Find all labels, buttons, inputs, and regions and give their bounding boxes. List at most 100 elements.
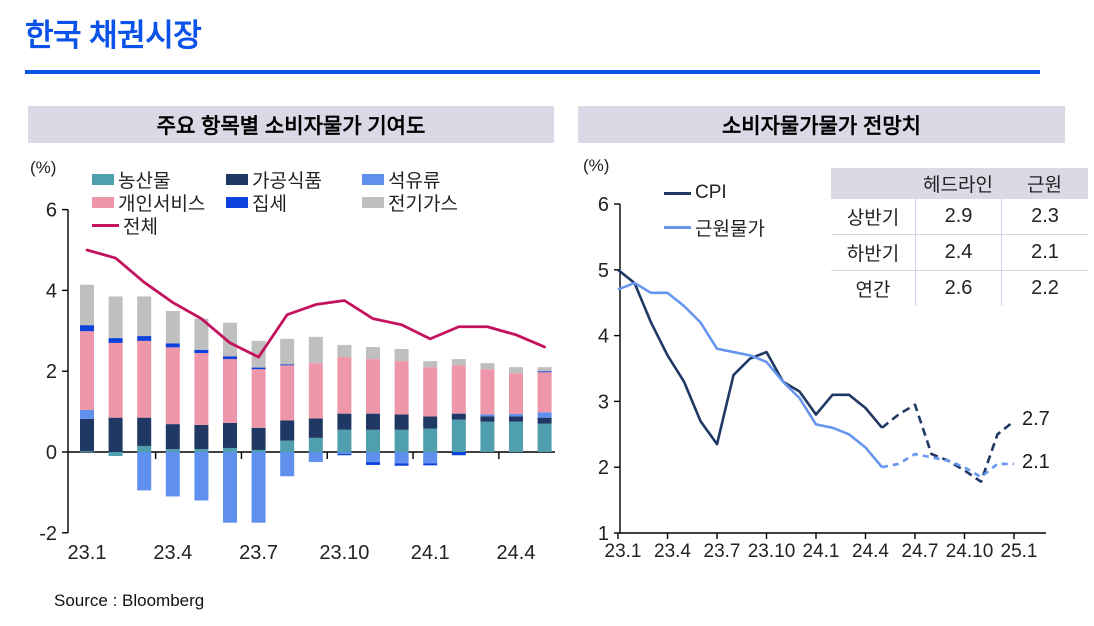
left-x-tick-label: 24.1 bbox=[411, 542, 450, 564]
bar-segment-electricity-gas bbox=[251, 340, 266, 368]
left-x-tick-label: 23.10 bbox=[319, 542, 369, 564]
row-label: 하반기 bbox=[846, 244, 900, 265]
right-y-tick-label: 5 bbox=[598, 260, 609, 282]
bar-segment-agricultural bbox=[537, 423, 552, 452]
bar-segment-personal-services bbox=[194, 353, 209, 425]
core-line-solid bbox=[617, 281, 883, 469]
bar-segment-agricultural bbox=[194, 449, 209, 452]
bar-segment-agricultural bbox=[137, 445, 152, 452]
legend-item-headline-total: 전체 bbox=[92, 214, 226, 238]
bar-segment-petroleum bbox=[194, 452, 209, 501]
bar-segment-personal-services bbox=[423, 367, 438, 417]
bar-segment-rent bbox=[137, 336, 152, 341]
bar-segment-petroleum bbox=[480, 414, 495, 417]
bar-segment-processed-food bbox=[480, 416, 495, 422]
legend-label: 근원물가 bbox=[695, 218, 765, 240]
core-value: 2.2 bbox=[1001, 271, 1088, 306]
bar-segment-personal-services bbox=[165, 347, 180, 425]
core-line-forecast-dashed bbox=[881, 452, 1014, 479]
bar-segment-processed-food bbox=[537, 417, 552, 424]
bar-segment-processed-food bbox=[423, 416, 438, 429]
legend-label: 가공식품 bbox=[252, 171, 322, 192]
bar-segment-rent bbox=[108, 338, 123, 343]
bar-segment-electricity-gas bbox=[165, 311, 180, 344]
bar-segment-agricultural bbox=[366, 429, 380, 452]
bar-segment-rent bbox=[394, 463, 409, 466]
bar-segment-processed-food bbox=[80, 418, 94, 452]
legend-label: 집세 bbox=[252, 194, 287, 215]
bar-segment-agricultural bbox=[80, 451, 94, 453]
right-x-tick-label: 24.1 bbox=[803, 541, 840, 562]
bar-segment-rent bbox=[280, 364, 295, 366]
bar-segment-processed-food bbox=[308, 418, 323, 438]
row-label: 상반기 bbox=[846, 208, 900, 229]
bar-segment-processed-food bbox=[337, 413, 352, 430]
right-x-tick-label: 23.7 bbox=[704, 541, 741, 562]
legend-swatch-processed-food bbox=[226, 174, 248, 185]
left-y-axis-unit: (%) bbox=[30, 158, 57, 177]
bar-segment-personal-services bbox=[480, 369, 495, 415]
total-cpi-line bbox=[85, 248, 546, 359]
bar-segment-electricity-gas bbox=[337, 344, 352, 358]
bar-segment-personal-services bbox=[80, 331, 94, 410]
bar-segment-petroleum bbox=[308, 452, 323, 463]
right-y-tick-label: 2 bbox=[598, 457, 609, 479]
forecast-table-header-row: 헤드라인 근원 bbox=[831, 168, 1088, 199]
legend-label: 전체 bbox=[123, 217, 158, 238]
right-x-tick-label: 25.1 bbox=[1001, 541, 1038, 562]
legend-swatch-rent bbox=[226, 197, 248, 208]
left-x-tick-label: 24.4 bbox=[497, 542, 536, 564]
legend-item-agricultural: 농산물 bbox=[92, 168, 226, 192]
bar-segment-rent bbox=[423, 463, 438, 466]
right-x-tick-label: 23.4 bbox=[654, 541, 691, 562]
bar-segment-agricultural bbox=[223, 447, 237, 452]
bar-segment-agricultural bbox=[280, 440, 295, 452]
bar-segment-agricultural bbox=[337, 429, 352, 452]
core-forecast-end-label: 2.1 bbox=[1022, 451, 1050, 473]
bar-segment-processed-food bbox=[194, 424, 209, 450]
bar-segment-electricity-gas bbox=[394, 348, 409, 362]
bar-segment-personal-services bbox=[537, 372, 552, 413]
bar-segment-personal-services bbox=[366, 359, 380, 414]
right-y-tick-label: 6 bbox=[598, 194, 609, 216]
cpi-contribution-chart: 6 4 2 0 -2 23.1 23.4 23.7 23.10 24.1 24.4 bbox=[39, 200, 555, 564]
bar-segment-petroleum bbox=[223, 452, 237, 523]
bar-segment-personal-services bbox=[108, 342, 123, 418]
page-title: 한국 채권시장 bbox=[25, 18, 202, 53]
bar-segment-rent bbox=[537, 371, 552, 373]
left-chart-legend: 농산물 가공식품 석유류 개인서비스 집세 전기가스 전체 bbox=[92, 168, 522, 238]
left-y-tick-label: 2 bbox=[46, 361, 57, 383]
legend-swatch-personal-services bbox=[92, 197, 114, 208]
bar-segment-petroleum bbox=[366, 452, 380, 463]
bar-segment-petroleum bbox=[80, 409, 94, 419]
bar-segment-processed-food bbox=[509, 416, 523, 422]
bar-segment-agricultural bbox=[509, 421, 523, 452]
bar-segment-processed-food bbox=[165, 424, 180, 450]
legend-item-core: 근원물가 bbox=[664, 210, 765, 244]
bar-segment-electricity-gas bbox=[451, 359, 466, 366]
bar-segment-electricity-gas bbox=[80, 284, 94, 326]
bar-segment-electricity-gas bbox=[137, 296, 152, 337]
legend-item-personal-services: 개인서비스 bbox=[92, 191, 226, 215]
legend-swatch-petroleum bbox=[362, 174, 384, 185]
bar-segment-processed-food bbox=[280, 420, 295, 441]
bar-segment-rent bbox=[251, 367, 266, 370]
bar-segment-processed-food bbox=[223, 422, 237, 448]
legend-label: CPI bbox=[695, 182, 727, 203]
left-chart-header: 주요 항목별 소비자물가 기여도 bbox=[28, 106, 554, 143]
cpi-forecast-end-label: 2.7 bbox=[1022, 408, 1050, 430]
right-chart-legend: CPI 근원물가 bbox=[664, 176, 765, 244]
bar-segment-rent bbox=[366, 462, 380, 465]
bar-segment-electricity-gas bbox=[280, 338, 295, 365]
legend-item-electricity-gas: 전기가스 bbox=[362, 191, 522, 215]
bar-segment-petroleum bbox=[280, 452, 295, 477]
legend-item-cpi: CPI bbox=[664, 176, 765, 210]
forecast-table: 헤드라인 근원 상반기 2.9 2.3 하반기 2.4 2.1 연간 2.6 2… bbox=[831, 168, 1088, 306]
legend-swatch-cpi bbox=[664, 191, 691, 195]
bar-segment-agricultural bbox=[108, 452, 123, 457]
bar-segment-agricultural bbox=[480, 421, 495, 452]
bar-segment-petroleum bbox=[337, 452, 352, 455]
legend-swatch-agricultural bbox=[92, 174, 114, 185]
row-label: 연간 bbox=[855, 280, 891, 301]
headline-value: 2.4 bbox=[915, 235, 1001, 270]
